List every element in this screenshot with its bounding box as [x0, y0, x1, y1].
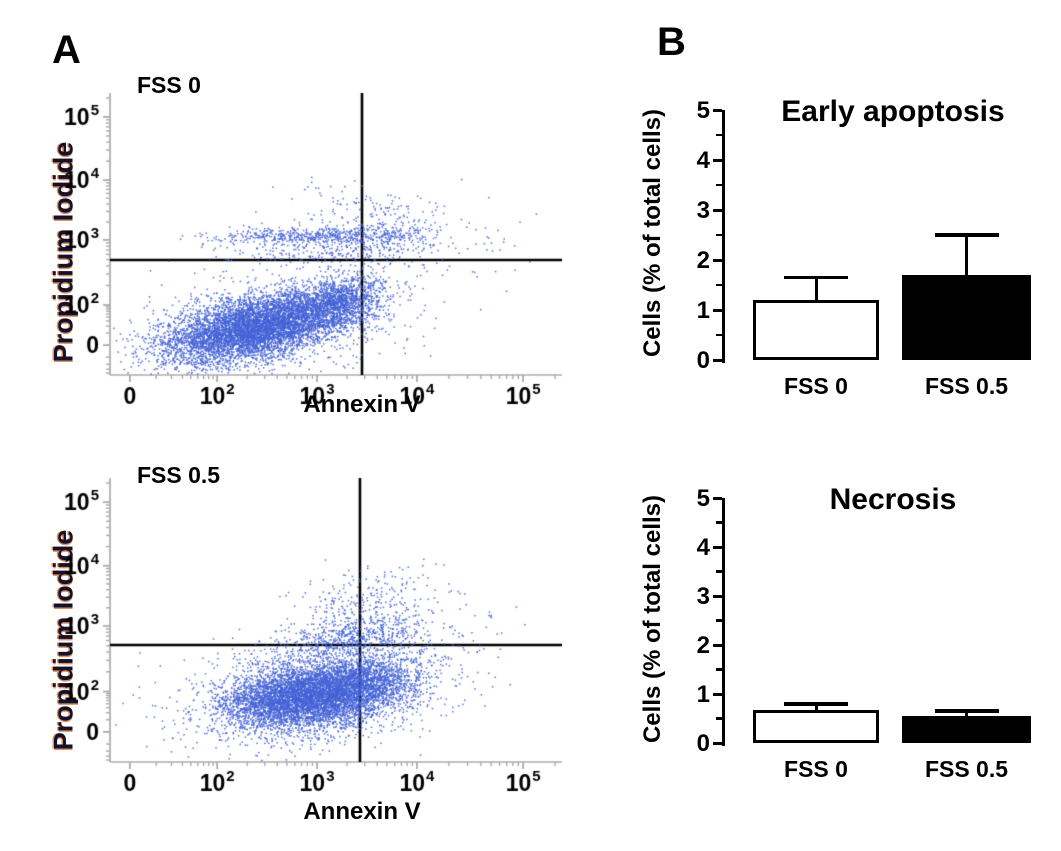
y-axis-tick	[713, 545, 722, 549]
y-axis-minor-tick	[716, 668, 722, 671]
y-axis-tick-label: 3	[696, 197, 710, 224]
bar-chart-title-early-apoptosis: Early apoptosis	[781, 95, 1005, 128]
y-axis-tick	[713, 692, 722, 696]
annexin-v-axis-label: Annexin V	[303, 798, 421, 825]
cells-percent-axis-label: Cells (% of total cells)	[639, 494, 666, 744]
y-axis-tick	[713, 308, 722, 312]
error-bar-stem	[965, 235, 968, 275]
bar-category-label: FSS 0	[784, 756, 848, 782]
error-bar-stem	[814, 277, 818, 300]
y-axis-line	[722, 110, 725, 363]
y-axis-tick-label: 1	[696, 681, 710, 708]
y-axis-minor-tick	[716, 570, 722, 573]
y-axis-minor-tick	[716, 717, 722, 720]
y-axis-minor-tick	[716, 619, 722, 622]
y-axis-tick	[713, 108, 722, 112]
bar-category-label: FSS 0.5	[924, 756, 1009, 782]
error-bar-stem	[814, 703, 818, 711]
panel-b-label: B	[657, 20, 686, 64]
y-axis-tick-label: 1	[696, 297, 710, 324]
annexin-v-axis-label: Annexin V	[303, 391, 421, 418]
y-axis-tick-label: 5	[696, 97, 710, 124]
y-axis-minor-tick	[716, 233, 722, 237]
bar-chart-title-necrosis: Necrosis	[829, 483, 957, 516]
error-bar-cap	[934, 233, 999, 237]
bar-category-label: FSS 0	[784, 373, 848, 399]
y-axis-minor-tick	[716, 183, 722, 187]
y-axis-tick	[713, 643, 722, 647]
y-axis-tick-label: 0	[696, 730, 710, 757]
error-bar-cap	[784, 702, 848, 706]
y-axis-tick-label: 2	[696, 247, 710, 274]
y-axis-minor-tick	[716, 133, 722, 137]
bar-fss-0-5	[902, 275, 1031, 360]
y-axis-tick	[713, 358, 722, 362]
bar-fss-0	[753, 300, 879, 360]
y-axis-tick-label: 3	[696, 583, 710, 610]
flow-scatter-fss0	[45, 55, 645, 440]
error-bar-stem	[965, 711, 968, 717]
y-axis-minor-tick	[716, 283, 722, 287]
y-axis-minor-tick	[716, 333, 722, 337]
error-bar-cap	[784, 275, 848, 280]
cells-percent-axis-label: Cells (% of total cells)	[639, 108, 666, 358]
bar-fss-0-5	[902, 716, 1031, 743]
y-axis-tick-label: 4	[696, 534, 710, 561]
y-axis-tick	[713, 158, 722, 162]
flow-scatter-fss05	[45, 445, 645, 845]
error-bar-cap	[934, 709, 999, 713]
y-axis-tick-label: 2	[696, 632, 710, 659]
bar-fss-0	[753, 710, 879, 743]
y-axis-tick-label: 0	[696, 347, 710, 374]
bar-category-label: FSS 0.5	[924, 373, 1009, 399]
y-axis-minor-tick	[716, 521, 722, 524]
y-axis-tick	[713, 258, 722, 262]
y-axis-line	[722, 498, 725, 746]
y-axis-tick	[713, 496, 722, 500]
y-axis-tick-label: 4	[696, 147, 710, 174]
y-axis-tick	[713, 594, 722, 598]
y-axis-tick	[713, 741, 722, 745]
y-axis-tick-label: 5	[696, 485, 710, 512]
y-axis-tick	[713, 208, 722, 212]
